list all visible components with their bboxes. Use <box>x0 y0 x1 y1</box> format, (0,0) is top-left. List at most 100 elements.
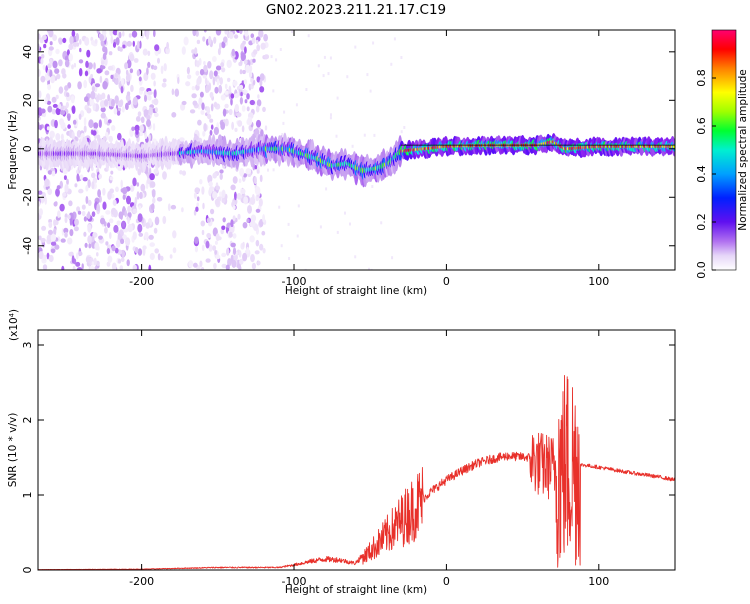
spectrogram-cell <box>100 112 106 119</box>
spectrogram-cell <box>179 137 185 142</box>
spectrogram-cell <box>205 258 211 263</box>
spectrogram-cell <box>117 100 123 108</box>
spectrogram-cell <box>50 241 57 246</box>
spectrogram-cell <box>234 103 239 113</box>
spectrogram-cell <box>152 197 156 204</box>
spectrogram-cell <box>38 190 43 195</box>
spectrogram-cell <box>64 216 68 223</box>
spectrogram-cell <box>147 90 153 95</box>
spectrogram-cell <box>219 77 223 85</box>
spectrogram-cell <box>235 112 242 118</box>
spectrogram-cell <box>136 40 140 50</box>
spectrogram-cell <box>122 31 125 37</box>
spectrogram-cell <box>48 254 54 263</box>
spectrogram-cell <box>165 47 170 55</box>
spectrogram-cell <box>139 124 144 133</box>
spectrogram-cell <box>68 43 74 51</box>
spectrogram-cell <box>108 135 113 143</box>
spectrogram-cell <box>147 94 152 101</box>
spectrogram-cell <box>256 169 260 174</box>
spectrogram-cell <box>50 233 56 242</box>
spectrogram-cell <box>191 86 196 91</box>
spectrogram-cell <box>46 126 50 131</box>
spectrogram-cell <box>213 70 218 77</box>
spectrogram-cell <box>217 48 221 56</box>
spectrogram-cell <box>254 186 261 195</box>
spectrogram-cell <box>240 91 243 97</box>
spectrogram-cell <box>246 93 250 100</box>
spectrogram-cell <box>147 61 151 68</box>
spectrogram-cell <box>110 170 114 175</box>
spectrogram-cell <box>240 59 243 65</box>
spectrogram-cell <box>126 259 130 267</box>
spectrogram-cell <box>263 33 268 42</box>
spectrogram-cell <box>86 213 91 219</box>
spectrogram-cell <box>193 262 198 268</box>
spectrogram-cell <box>349 222 351 226</box>
spectrogram-cell <box>50 248 56 254</box>
spectrogram-cell <box>172 247 177 254</box>
spectrogram-cell <box>122 228 129 233</box>
spectrogram-cell <box>162 215 167 225</box>
spectrogram-cell <box>196 196 200 202</box>
spectrogram-cell <box>104 227 108 234</box>
spectrogram-cell <box>330 113 332 117</box>
spectrogram-cell <box>41 192 46 199</box>
spectrogram-cell <box>249 65 253 72</box>
spectrogram-cell <box>239 30 243 35</box>
spectrogram-cell <box>221 197 226 204</box>
spectrogram-cell <box>115 186 119 193</box>
spectrogram-cell <box>228 108 233 116</box>
spectrogram-cell <box>100 60 105 66</box>
spectrogram-cell <box>139 40 142 49</box>
spectrogram-cell <box>74 218 79 226</box>
spectrogram-cell <box>186 74 192 80</box>
spectrogram-cell <box>240 52 246 62</box>
spectrogram-cell <box>90 90 96 100</box>
spectrogram-cell <box>116 239 121 248</box>
spectrogram-cell <box>135 116 141 122</box>
spectrogram-cell <box>227 258 232 267</box>
spectrogram-cell <box>258 30 264 38</box>
spectrogram-cell <box>137 248 143 256</box>
spectrogram-cell <box>56 73 61 80</box>
spectrogram-cell <box>148 234 154 240</box>
spectrogram-cell <box>76 173 80 182</box>
spectrogram-cell <box>161 82 167 88</box>
spectrogram-cell <box>146 30 150 37</box>
spectrogram-cell <box>58 59 63 67</box>
spectrogram-cell <box>75 32 80 42</box>
spectrogram-cell <box>160 65 164 75</box>
spectrogram-cell <box>210 124 214 130</box>
spectrogram-cell <box>200 220 206 227</box>
spectrogram-cell <box>228 231 233 238</box>
spectrogram-cell <box>254 176 257 185</box>
spectrogram-cell <box>329 116 332 120</box>
spectrogram-cell <box>153 89 157 99</box>
spectrogram-cell <box>153 227 158 234</box>
spectrogram-cell <box>208 188 213 197</box>
spectrogram-cell <box>255 105 260 113</box>
spectrogram-cell <box>59 118 64 126</box>
spectrogram-cell <box>241 125 245 133</box>
spectrogram-cell <box>81 210 86 217</box>
spectrogram-cell <box>245 168 252 175</box>
spectrogram-cell <box>56 185 61 190</box>
spectrogram-cell <box>325 187 328 191</box>
y-tick-label: 20 <box>21 93 34 107</box>
spectrogram-cell <box>255 208 261 213</box>
spectrogram-cell <box>224 118 229 127</box>
spectrogram-cell <box>117 258 122 264</box>
spectrogram-cell <box>137 213 143 223</box>
spectrogram-cell <box>38 201 41 207</box>
spectrogram-cell <box>58 103 62 110</box>
spectrogram-cell <box>69 35 74 45</box>
spectrogram-cell <box>231 121 235 130</box>
spectrogram-cell <box>205 84 210 93</box>
spectrogram-cell <box>181 100 187 106</box>
spectrogram-cell <box>43 43 47 49</box>
colorbar-label: Normalized spectral amplitude <box>737 69 749 230</box>
spectrogram-cell <box>259 219 264 227</box>
spectrogram-cell <box>163 63 167 72</box>
